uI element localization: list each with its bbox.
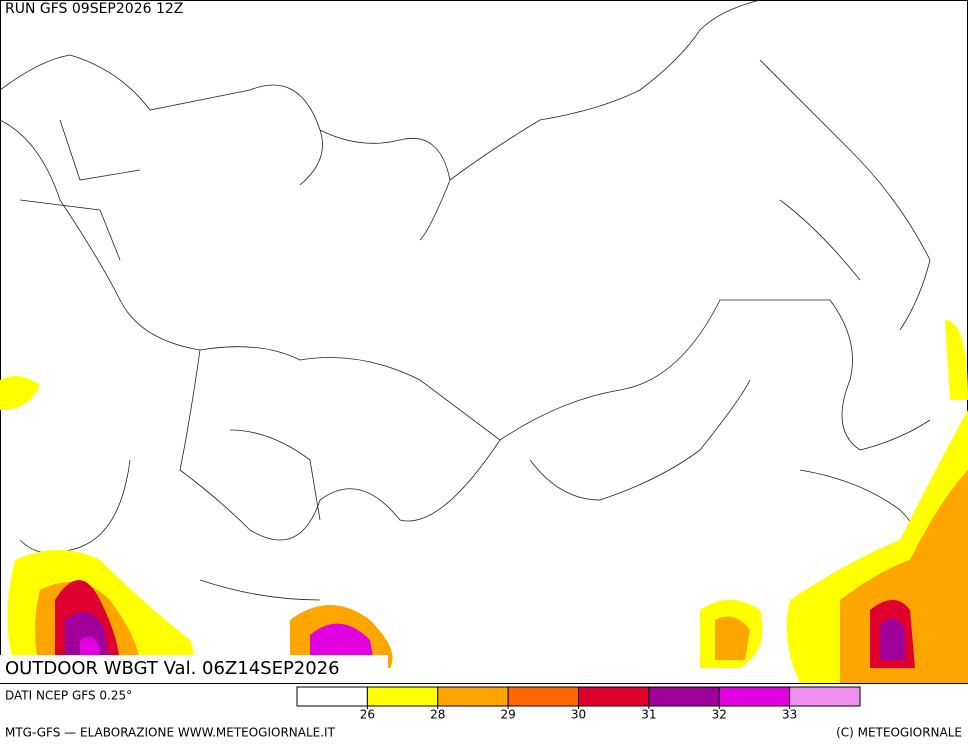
legend-tick-label: 33 bbox=[782, 708, 797, 722]
map-title: OUTDOOR WBGT Val. 06Z14SEP2026 bbox=[5, 658, 340, 679]
legend: 26 28 29 30 31 32 33 bbox=[296, 686, 861, 722]
legend-swatch bbox=[648, 686, 720, 707]
legend-tick-label: 26 bbox=[360, 708, 375, 722]
legend-swatch bbox=[296, 686, 368, 707]
legend-swatch bbox=[718, 686, 791, 707]
legend-swatch bbox=[578, 686, 650, 707]
legend-tick-label: 32 bbox=[712, 708, 727, 722]
title-box bbox=[0, 655, 388, 683]
source-label: DATI NCEP GFS 0.25° bbox=[5, 689, 132, 703]
legend-tick-label: 30 bbox=[571, 708, 586, 722]
legend-tick-label: 28 bbox=[430, 708, 445, 722]
footer-left: MTG-GFS — ELABORAZIONE WWW.METEOGIORNALE… bbox=[5, 726, 336, 740]
legend-swatch bbox=[366, 686, 439, 707]
legend-swatch bbox=[437, 686, 509, 707]
footer-right: (C) METEOGIORNALE bbox=[836, 726, 962, 740]
legend-swatch bbox=[507, 686, 579, 707]
legend-tick-label: 29 bbox=[500, 708, 515, 722]
map-frame bbox=[0, 0, 968, 684]
map-outlines bbox=[0, 0, 951, 601]
legend-tick-label: 31 bbox=[641, 708, 656, 722]
run-label: RUN GFS 09SEP2026 12Z bbox=[5, 1, 183, 17]
legend-swatch bbox=[789, 686, 861, 707]
